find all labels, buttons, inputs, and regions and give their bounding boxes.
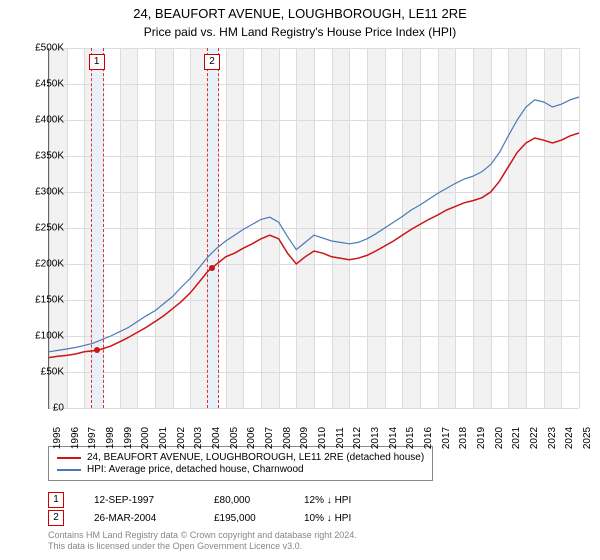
legend-swatch <box>57 469 81 471</box>
legend-label: HPI: Average price, detached house, Char… <box>87 464 304 475</box>
sale-diff: 12% ↓ HPI <box>304 495 384 506</box>
y-tick-label: £400K <box>24 115 64 126</box>
sales-table: 1 12-SEP-1997 £80,000 12% ↓ HPI 2 26-MAR… <box>48 490 384 528</box>
legend-label: 24, BEAUFORT AVENUE, LOUGHBOROUGH, LE11 … <box>87 452 424 463</box>
x-tick-label: 2001 <box>158 427 169 449</box>
line-layer <box>49 48 579 408</box>
x-tick-label: 2004 <box>211 427 222 449</box>
x-tick-label: 2023 <box>547 427 558 449</box>
series-line <box>49 133 579 358</box>
x-tick-label: 1995 <box>52 427 63 449</box>
x-tick-label: 2005 <box>229 427 240 449</box>
x-tick-label: 2012 <box>352 427 363 449</box>
sale-marker-icon: 2 <box>204 54 220 70</box>
title-block: 24, BEAUFORT AVENUE, LOUGHBOROUGH, LE11 … <box>0 0 600 40</box>
sale-price: £80,000 <box>214 495 274 506</box>
x-tick-label: 1998 <box>105 427 116 449</box>
sale-date: 12-SEP-1997 <box>94 495 184 506</box>
x-tick-label: 1999 <box>123 427 134 449</box>
chart-title: 24, BEAUFORT AVENUE, LOUGHBOROUGH, LE11 … <box>0 6 600 23</box>
y-tick-label: £100K <box>24 331 64 342</box>
footnote-line: This data is licensed under the Open Gov… <box>48 541 357 552</box>
x-tick-label: 2009 <box>299 427 310 449</box>
x-tick-label: 2002 <box>176 427 187 449</box>
x-tick-label: 2025 <box>582 427 593 449</box>
y-tick-label: £450K <box>24 79 64 90</box>
x-tick-label: 2016 <box>423 427 434 449</box>
plot-area: 12 <box>48 48 579 409</box>
footnote-line: Contains HM Land Registry data © Crown c… <box>48 530 357 541</box>
chart-container: 24, BEAUFORT AVENUE, LOUGHBOROUGH, LE11 … <box>0 0 600 560</box>
x-tick-label: 2014 <box>388 427 399 449</box>
x-tick-label: 2007 <box>264 427 275 449</box>
x-tick-label: 2010 <box>317 427 328 449</box>
x-tick-label: 2022 <box>529 427 540 449</box>
y-tick-label: £500K <box>24 43 64 54</box>
y-tick-label: £250K <box>24 223 64 234</box>
sale-price: £195,000 <box>214 513 274 524</box>
x-tick-label: 1996 <box>70 427 81 449</box>
footnote: Contains HM Land Registry data © Crown c… <box>48 530 357 552</box>
sales-row: 1 12-SEP-1997 £80,000 12% ↓ HPI <box>48 492 384 508</box>
x-tick-label: 2018 <box>458 427 469 449</box>
x-tick-label: 2024 <box>564 427 575 449</box>
x-tick-label: 2006 <box>246 427 257 449</box>
y-tick-label: £50K <box>24 367 64 378</box>
y-tick-label: £200K <box>24 259 64 270</box>
legend-row: HPI: Average price, detached house, Char… <box>57 464 424 475</box>
x-tick-label: 2013 <box>370 427 381 449</box>
y-tick-label: £0 <box>24 403 64 414</box>
sale-marker-icon: 1 <box>89 54 105 70</box>
x-tick-label: 1997 <box>87 427 98 449</box>
x-tick-label: 2021 <box>511 427 522 449</box>
x-tick-label: 2017 <box>441 427 452 449</box>
x-tick-label: 2019 <box>476 427 487 449</box>
y-tick-label: £150K <box>24 295 64 306</box>
sale-marker-icon: 2 <box>48 510 64 526</box>
x-tick-label: 2020 <box>494 427 505 449</box>
sale-diff: 10% ↓ HPI <box>304 513 384 524</box>
legend: 24, BEAUFORT AVENUE, LOUGHBOROUGH, LE11 … <box>48 446 433 481</box>
y-tick-label: £300K <box>24 187 64 198</box>
x-tick-label: 2003 <box>193 427 204 449</box>
legend-row: 24, BEAUFORT AVENUE, LOUGHBOROUGH, LE11 … <box>57 452 424 463</box>
sale-date: 26-MAR-2004 <box>94 513 184 524</box>
legend-swatch <box>57 457 81 459</box>
sale-point <box>209 265 215 271</box>
y-tick-label: £350K <box>24 151 64 162</box>
x-tick-label: 2008 <box>282 427 293 449</box>
series-line <box>49 97 579 352</box>
sale-point <box>94 347 100 353</box>
x-tick-label: 2000 <box>140 427 151 449</box>
x-tick-label: 2015 <box>405 427 416 449</box>
sales-row: 2 26-MAR-2004 £195,000 10% ↓ HPI <box>48 510 384 526</box>
x-tick-label: 2011 <box>335 427 346 449</box>
chart-subtitle: Price paid vs. HM Land Registry's House … <box>0 25 600 41</box>
sale-marker-icon: 1 <box>48 492 64 508</box>
